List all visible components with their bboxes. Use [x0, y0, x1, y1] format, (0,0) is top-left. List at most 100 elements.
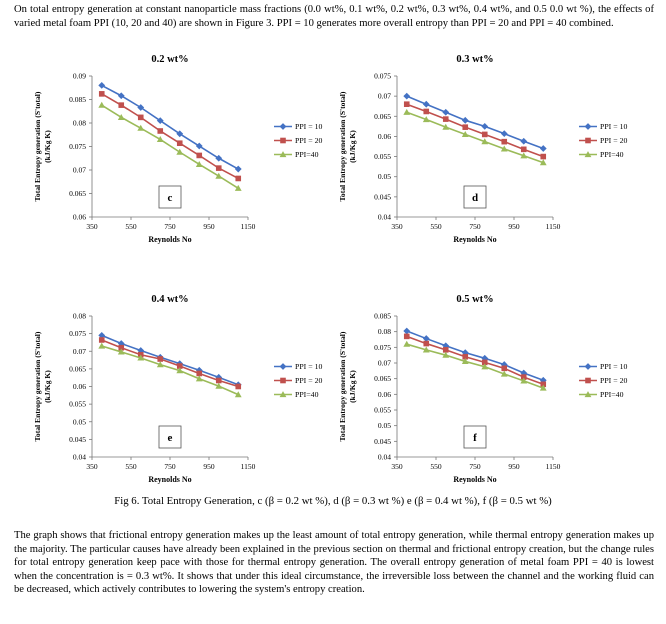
- data-point: [423, 340, 430, 347]
- data-point: [176, 367, 184, 374]
- x-tick-label: 350: [86, 222, 98, 231]
- data-point: [403, 101, 410, 107]
- chart-title: 0.4 wt%: [151, 294, 188, 305]
- chart-svg-e: 0.4 wt% 0.04 0.045 0.05 0.055 0.06 0.065 0.07 0.…: [33, 294, 322, 484]
- data-point: [215, 165, 222, 171]
- legend-label: PPI = 10: [600, 362, 627, 371]
- data-point: [156, 361, 164, 368]
- y-tick-label: 0.05: [378, 172, 391, 181]
- y-tick-label: 0.055: [69, 400, 86, 409]
- x-axis-label: Reynolds No: [148, 475, 191, 484]
- x-tick-label: 1150: [546, 222, 561, 231]
- data-point: [156, 136, 164, 143]
- data-point: [117, 113, 125, 120]
- series-ppi20: [98, 91, 242, 182]
- legend-marker: [585, 137, 591, 144]
- x-axis-label: Reynolds No: [453, 235, 496, 244]
- data-point: [403, 108, 411, 115]
- x-tick-label: 550: [430, 222, 442, 231]
- data-point: [520, 374, 527, 380]
- legend-label: PPI=40: [295, 390, 319, 399]
- x-tick-label: 550: [430, 462, 442, 471]
- chart-panel-d: 0.3 wt% 0.04 0.045 0.05 0.055 0.06 0.065 0.07 0.…: [333, 50, 653, 260]
- y-tick-label: 0.08: [73, 312, 86, 321]
- series-line: [406, 335, 544, 386]
- data-point: [137, 124, 145, 131]
- data-point: [195, 160, 203, 167]
- data-point: [98, 101, 106, 108]
- panel-tag: d: [472, 192, 478, 204]
- data-point: [176, 148, 184, 155]
- data-point: [481, 131, 488, 138]
- x-tick-label: 1150: [241, 462, 256, 471]
- chart-panel-e: 0.4 wt% 0.04 0.045 0.05 0.055 0.06 0.065 0.07 0.…: [28, 290, 348, 500]
- y-tick-label: 0.065: [374, 112, 391, 121]
- legend-marker: [584, 363, 592, 370]
- chart-svg-c: 0.2 wt% 0.06 0.065 0.07 0.075 0.08 0.085 0.09 35…: [33, 54, 322, 244]
- data-point: [215, 377, 222, 384]
- x-tick-label: 750: [164, 462, 176, 471]
- data-point: [156, 117, 164, 125]
- chart-title: 0.5 wt%: [456, 294, 493, 305]
- chart-panel-c: 0.2 wt% 0.06 0.065 0.07 0.075 0.08 0.085 0.09 35…: [28, 50, 348, 260]
- data-point: [215, 172, 223, 179]
- chart-title: 0.2 wt%: [151, 54, 188, 65]
- data-point: [176, 363, 183, 369]
- y-tick-label: 0.06: [378, 390, 391, 399]
- y-tick-label: 0.075: [69, 142, 86, 151]
- x-tick-label: 950: [508, 222, 520, 231]
- data-point: [195, 375, 203, 382]
- data-point: [403, 327, 411, 335]
- data-point: [539, 384, 547, 391]
- data-point: [98, 337, 105, 343]
- legend-marker: [584, 123, 592, 130]
- data-point: [540, 381, 547, 388]
- data-point: [234, 391, 242, 398]
- x-tick-label: 350: [86, 462, 98, 471]
- y-axis-label: Total Entropy generation (S'total): [33, 331, 42, 441]
- data-point: [234, 165, 242, 173]
- y-tick-label: 0.07: [378, 92, 391, 101]
- data-point: [117, 92, 125, 100]
- data-point: [539, 145, 547, 152]
- data-point: [196, 152, 203, 159]
- data-point: [196, 370, 203, 377]
- x-tick-label: 550: [125, 222, 137, 231]
- y-tick-label: 0.075: [69, 329, 86, 338]
- series-line: [406, 111, 544, 164]
- data-point: [442, 123, 450, 130]
- y-tick-label: 0.07: [378, 359, 391, 368]
- y-tick-label: 0.08: [73, 119, 86, 128]
- series-line: [101, 345, 239, 396]
- data-point: [215, 382, 223, 389]
- legend-marker: [279, 151, 287, 158]
- y-tick-label: 0.075: [374, 343, 391, 352]
- data-point: [461, 116, 469, 124]
- chart-panel-f: 0.5 wt% 0.04 0.045 0.05 0.055 0.06 0.065 0.07 0.…: [333, 290, 653, 500]
- legend-marker: [279, 391, 287, 398]
- x-tick-label: 950: [203, 222, 215, 231]
- data-point: [403, 92, 411, 100]
- series-ppi10: [403, 92, 547, 152]
- data-point: [461, 358, 469, 365]
- data-point: [442, 347, 449, 353]
- series-line: [406, 330, 544, 381]
- data-point: [520, 146, 527, 153]
- y-tick-label: 0.075: [374, 72, 391, 81]
- panel-tag-box: [158, 185, 182, 209]
- y-axis-label: Total Entropy generation (S'total): [33, 91, 42, 201]
- y-tick-label: 0.045: [374, 192, 391, 201]
- y-tick-label: 0.06: [378, 132, 391, 141]
- data-point: [137, 354, 145, 361]
- data-point: [481, 138, 489, 145]
- data-point: [442, 108, 450, 116]
- series-ppi10: [98, 82, 242, 173]
- legend-label: PPI = 10: [295, 122, 322, 131]
- x-tick-label: 1150: [546, 462, 561, 471]
- data-point: [539, 159, 547, 166]
- data-point: [520, 369, 528, 377]
- y-tick-label: 0.085: [69, 95, 86, 104]
- y-tick-label: 0.04: [378, 213, 391, 222]
- panel-tag-box: [158, 425, 182, 449]
- x-tick-label: 550: [125, 462, 137, 471]
